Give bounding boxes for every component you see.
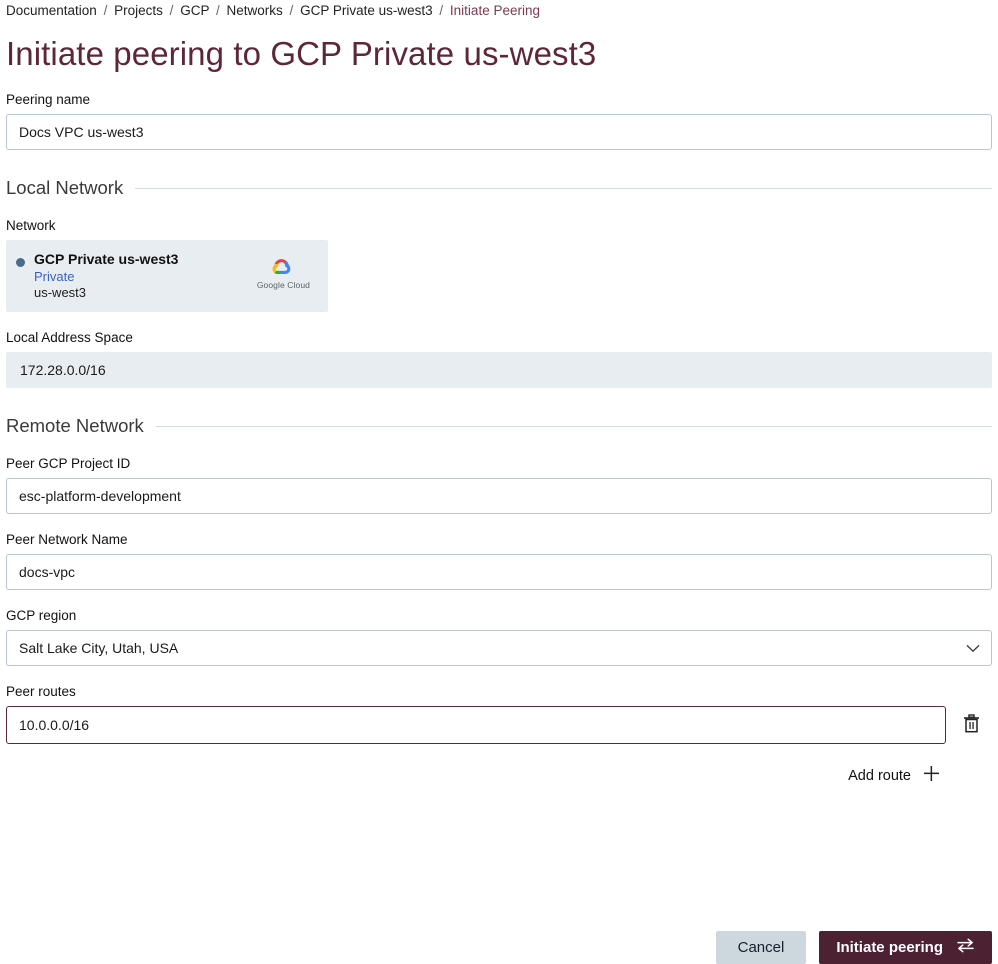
form-actions: Cancel Initiate peering — [715, 931, 992, 964]
gcp-region-label: GCP region — [6, 608, 77, 623]
peer-network-name-field: Peer Network Name — [6, 532, 992, 590]
peer-routes-field: Peer routes Add route — [6, 684, 992, 788]
breadcrumb-item-networks[interactable]: Networks — [226, 3, 283, 18]
local-network-section-header: Local Network — [6, 176, 992, 200]
network-card-name: GCP Private us-west3 — [34, 251, 179, 267]
section-divider — [135, 187, 992, 189]
local-address-space-value: 172.28.0.0/16 — [6, 352, 992, 388]
gcp-region-field: GCP region Salt Lake City, Utah, USA — [6, 608, 992, 666]
breadcrumb-separator: / — [169, 3, 174, 18]
peering-name-label: Peering name — [6, 92, 91, 107]
network-card-type: Private — [34, 269, 75, 284]
local-address-space-label: Local Address Space — [6, 330, 133, 345]
network-card-gcp-private-us-west3[interactable]: GCP Private us-west3 Private us-west3 Go… — [6, 240, 328, 312]
network-field: Network GCP Private us-west3 Private us-… — [6, 218, 992, 312]
breadcrumb-separator: / — [215, 3, 220, 18]
breadcrumb-item-gcp[interactable]: GCP — [180, 3, 210, 18]
breadcrumb-separator: / — [289, 3, 294, 18]
peer-network-name-input[interactable] — [6, 554, 992, 590]
breadcrumb-item-documentation[interactable]: Documentation — [6, 3, 97, 18]
peering-name-input[interactable] — [6, 114, 992, 150]
network-card-lines: GCP Private us-west3 Private us-west3 — [34, 251, 179, 301]
local-network-section-title: Local Network — [6, 177, 124, 198]
gcp-region-select-wrap: Salt Lake City, Utah, USA — [6, 630, 992, 666]
local-address-space-field: Local Address Space 172.28.0.0/16 — [6, 330, 992, 388]
peer-gcp-project-id-field: Peer GCP Project ID — [6, 456, 992, 514]
breadcrumb-item-gcp-private-us-west3[interactable]: GCP Private us-west3 — [300, 3, 433, 18]
breadcrumb-separator: / — [103, 3, 108, 18]
peer-route-row — [6, 706, 992, 744]
google-cloud-logo: Google Cloud — [257, 258, 310, 290]
peer-network-name-label: Peer Network Name — [6, 532, 128, 547]
trash-icon — [963, 714, 980, 736]
add-route-row: Add route — [6, 763, 992, 788]
delete-route-button[interactable] — [958, 710, 984, 740]
initiate-peering-button-label: Initiate peering — [836, 939, 943, 956]
cancel-button-label: Cancel — [737, 939, 785, 956]
radio-selected-icon[interactable] — [16, 258, 25, 267]
peer-gcp-project-id-input[interactable] — [6, 478, 992, 514]
google-cloud-icon — [272, 259, 291, 274]
peer-route-input[interactable] — [6, 706, 946, 744]
peer-gcp-project-id-label: Peer GCP Project ID — [6, 456, 131, 471]
remote-network-section-title: Remote Network — [6, 415, 144, 436]
cancel-button[interactable]: Cancel — [715, 931, 807, 964]
breadcrumb-item-initiate-peering: Initiate Peering — [449, 3, 540, 18]
peer-routes-label: Peer routes — [6, 684, 76, 699]
add-route-label: Add route — [848, 767, 911, 784]
breadcrumb-separator: / — [439, 3, 444, 18]
remote-network-section-header: Remote Network — [6, 414, 992, 438]
add-route-button[interactable]: Add route — [848, 763, 940, 788]
gcp-region-select[interactable]: Salt Lake City, Utah, USA — [6, 630, 992, 666]
breadcrumb-item-projects[interactable]: Projects — [114, 3, 163, 18]
network-card-region: us-west3 — [34, 285, 87, 300]
initiate-peering-button[interactable]: Initiate peering — [819, 931, 992, 964]
breadcrumb: Documentation / Projects / GCP / Network… — [6, 0, 992, 20]
plus-icon — [923, 765, 940, 786]
google-cloud-logo-text: Google Cloud — [256, 280, 310, 290]
page-title: Initiate peering to GCP Private us-west3 — [6, 35, 597, 72]
section-divider — [155, 425, 992, 427]
peering-name-field: Peering name — [6, 92, 992, 150]
peering-arrows-icon — [956, 938, 975, 957]
gcp-region-selected-value: Salt Lake City, Utah, USA — [19, 640, 179, 656]
network-card-content: GCP Private us-west3 Private us-west3 — [16, 252, 178, 300]
network-label: Network — [6, 218, 56, 233]
